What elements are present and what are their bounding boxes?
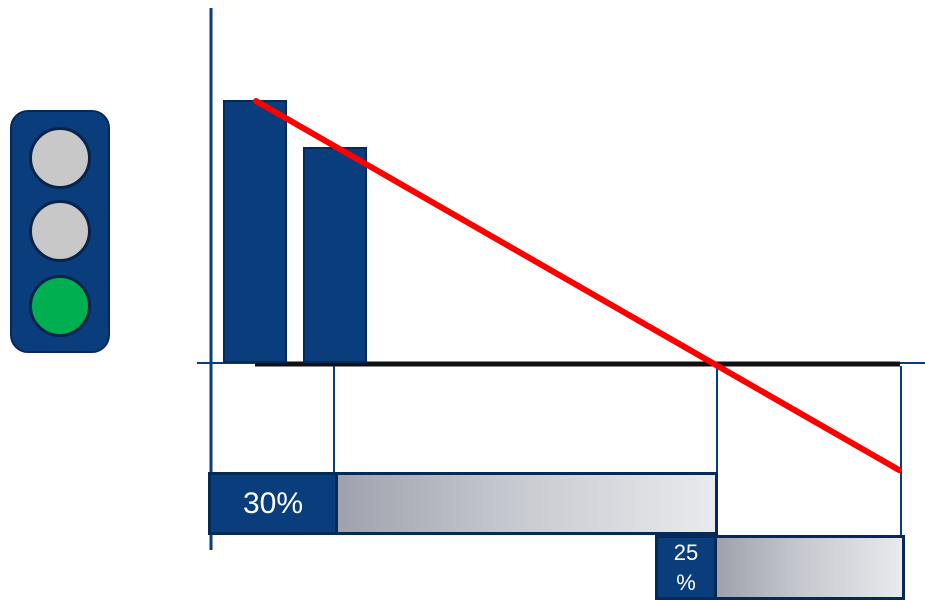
traffic-light-green-lamp [29,275,91,337]
segment-30-label: 30% [208,472,338,535]
bars-group [223,100,367,363]
segment-25-bar [714,535,905,600]
bar-1 [223,100,287,363]
traffic-light-yellow-lamp [29,200,91,262]
segment-25-text: 25 % [673,539,699,595]
trend-line [253,98,902,474]
segment-30-text: 30% [242,486,304,520]
traffic-light-red-lamp [29,127,91,189]
segment-25-label: 25 % [655,535,717,600]
bar-2 [303,146,367,363]
traffic-light [10,110,110,353]
segment-30-bar [335,472,718,535]
